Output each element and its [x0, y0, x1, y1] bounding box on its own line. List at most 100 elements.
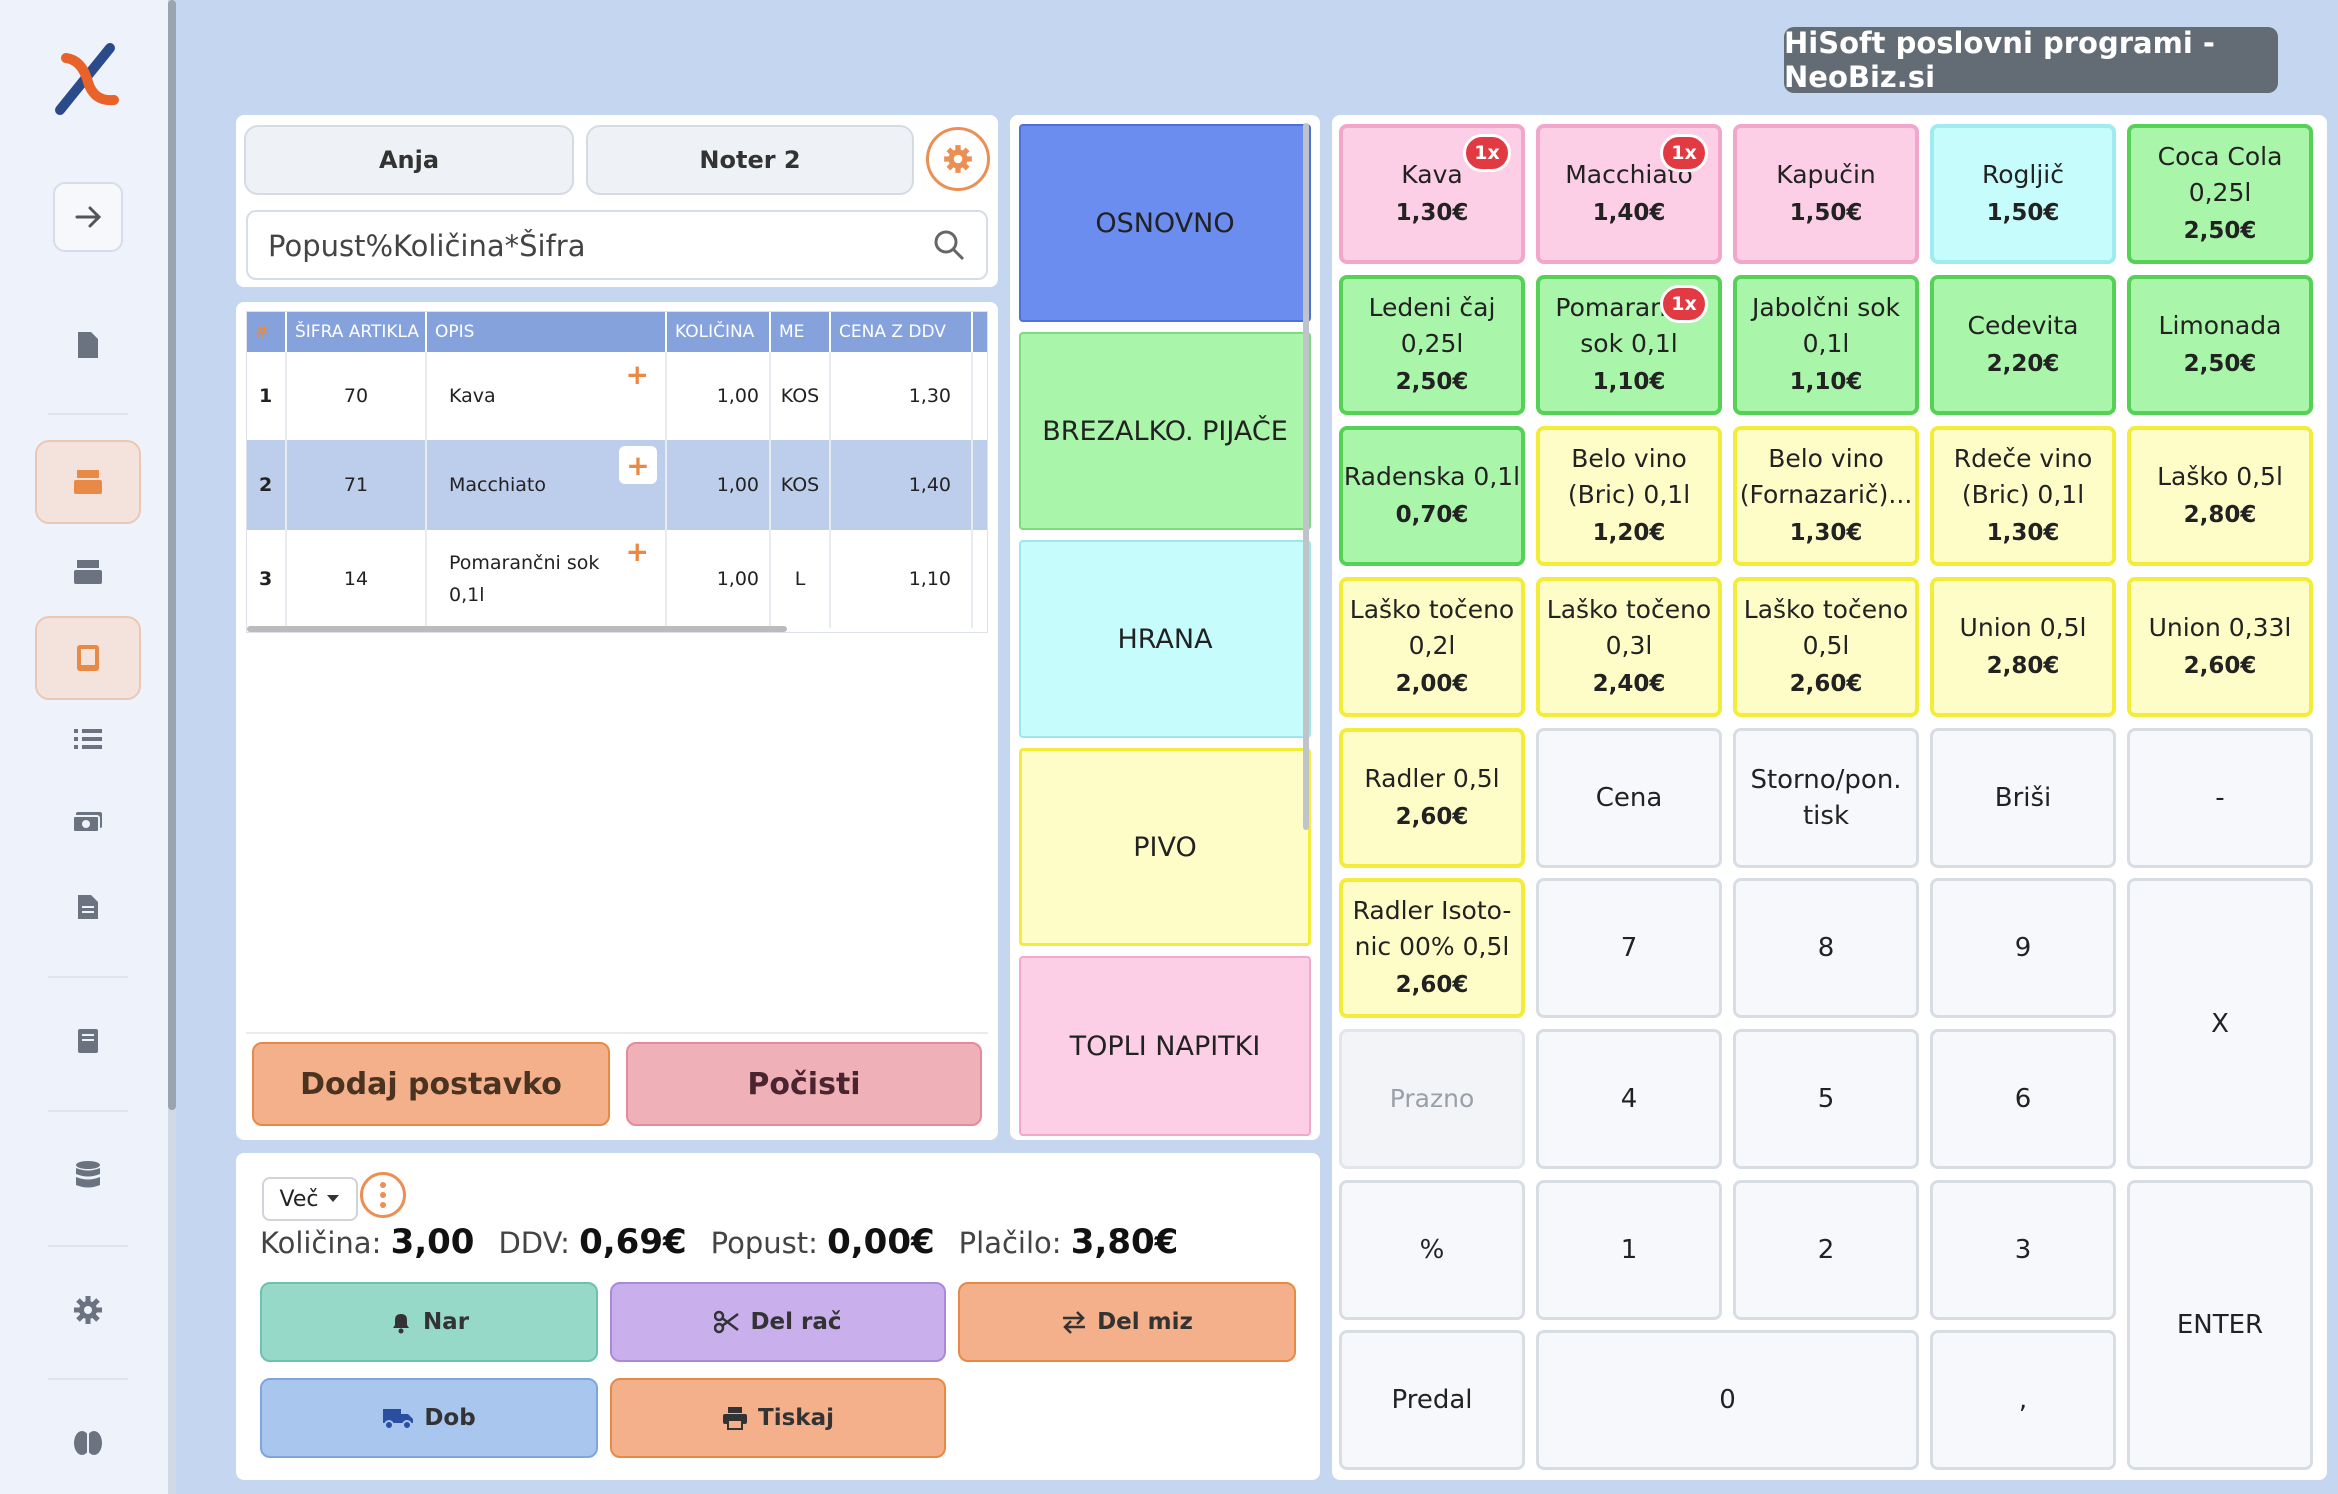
keypad-k4-button[interactable]: 4 [1536, 1029, 1722, 1169]
product-tile[interactable]: Cedevita 2,20€ [1930, 275, 2116, 415]
product-tile[interactable]: Coca Cola 0,25l 2,50€ [2127, 124, 2313, 264]
order-button[interactable]: Nar [260, 1282, 598, 1362]
sidebar-divider [48, 1110, 128, 1112]
keypad-cena-button[interactable]: Cena [1536, 728, 1722, 868]
device-button[interactable]: Noter 2 [586, 125, 914, 195]
keypad-comma-button[interactable]: , [1930, 1330, 2116, 1470]
add-qty-button[interactable]: + [619, 446, 657, 484]
keypad-enter-button[interactable]: ENTER [2127, 1180, 2313, 1470]
more-options-button[interactable] [360, 1172, 406, 1218]
qty-label: Količina: [260, 1226, 382, 1260]
product-tile[interactable]: Rogljič 1,50€ [1930, 124, 2116, 264]
product-tile[interactable]: Laško točeno 0,5l 2,60€ [1733, 577, 1919, 717]
product-tile[interactable]: Kapučin 1,50€ [1733, 124, 1919, 264]
category-topli-napitki[interactable]: TOPLI NAPITKI [1019, 956, 1311, 1136]
print-button[interactable]: Tiskaj [610, 1378, 946, 1458]
product-tile[interactable]: Laško točeno 0,2l 2,00€ [1339, 577, 1525, 717]
qty-value: 3,00 [390, 1222, 475, 1262]
add-qty-button[interactable]: + [625, 535, 649, 568]
product-tile[interactable]: Union 0,33l 2,60€ [2127, 577, 2313, 717]
row-qty: 1,00 [667, 530, 771, 628]
settings-button[interactable] [926, 127, 990, 191]
product-tile[interactable]: Ledeni čaj 0,25l 2,50€ [1339, 275, 1525, 415]
product-tile[interactable]: Radenska 0,1l 0,70€ [1339, 426, 1525, 566]
split-table-button[interactable]: Del miz [958, 1282, 1296, 1362]
product-tile[interactable]: Laško točeno 0,3l 2,40€ [1536, 577, 1722, 717]
table-horizontal-scrollbar[interactable] [247, 626, 787, 632]
keypad-k7-button[interactable]: 7 [1536, 878, 1722, 1018]
row-qty: 1,00 [667, 440, 771, 530]
product-tile[interactable]: Prazno [1339, 1029, 1525, 1169]
split-bill-button[interactable]: Del rač [610, 1282, 946, 1362]
keypad-k0-button[interactable]: 0 [1536, 1330, 1919, 1470]
keypad-minus-button[interactable]: - [2127, 728, 2313, 868]
product-tile[interactable]: Radler Isoto-nic 00% 0,5l 2,60€ [1339, 878, 1525, 1018]
product-tile[interactable]: Jabolčni sok 0,1l 1,10€ [1733, 275, 1919, 415]
keypad-k3-button[interactable]: 3 [1930, 1180, 2116, 1320]
search-input[interactable] [268, 222, 908, 270]
sidebar-item-tablet[interactable] [35, 616, 141, 700]
product-tile[interactable]: Pomarančni sok 0,1l 1,10€ 1x [1536, 275, 1722, 415]
sidebar-scrollbar[interactable] [168, 0, 176, 1110]
keypad-x-button[interactable]: X [2127, 878, 2313, 1169]
product-price: 1,30€ [1986, 520, 2060, 546]
category-scrollbar[interactable] [1303, 123, 1309, 830]
keypad-k5-button[interactable]: 5 [1733, 1029, 1919, 1169]
sidebar-item-documents[interactable] [58, 315, 118, 375]
keypad-storno-button[interactable]: Storno/pon. tisk [1733, 728, 1919, 868]
category-pivo[interactable]: PIVO [1019, 748, 1311, 946]
expand-sidebar-button[interactable] [53, 182, 123, 252]
add-qty-button[interactable]: + [625, 358, 649, 391]
sidebar-item-receipts[interactable] [58, 877, 118, 937]
keypad-k6-button[interactable]: 6 [1930, 1029, 2116, 1169]
sidebar-item-pos[interactable] [58, 542, 118, 602]
sidebar-item-list[interactable] [58, 709, 118, 769]
sidebar-item-cash[interactable] [58, 792, 118, 852]
search-icon[interactable] [932, 228, 966, 262]
sidebar-item-book[interactable] [58, 1012, 118, 1072]
table-row-selected[interactable]: 2 71 Macchiato + 1,00 KOS 1,40 [247, 440, 987, 530]
product-tile[interactable]: Laško 0,5l 2,80€ [2127, 426, 2313, 566]
keypad-k2-button[interactable]: 2 [1733, 1180, 1919, 1320]
product-name: Laško točeno 0,5l [1743, 595, 1909, 660]
product-tile[interactable]: Radler 0,5l 2,60€ [1339, 728, 1525, 868]
keypad-k1-button[interactable]: 1 [1536, 1180, 1722, 1320]
dot-icon [380, 1192, 386, 1198]
sidebar-item-ai[interactable] [58, 1413, 118, 1473]
product-name: Cedevita [1967, 311, 2079, 340]
payment-label: Plačilo: [958, 1226, 1062, 1260]
keypad-k9-button[interactable]: 9 [1930, 878, 2116, 1018]
arrow-right-icon [75, 206, 102, 228]
keypad-pct-button[interactable]: % [1339, 1180, 1525, 1320]
sidebar-item-settings[interactable] [58, 1280, 118, 1340]
delivery-button[interactable]: Dob [260, 1378, 598, 1458]
product-name: Radler 0,5l [1364, 764, 1500, 793]
clear-button[interactable]: Počisti [626, 1042, 982, 1126]
product-tile[interactable]: Limonada 2,50€ [2127, 275, 2313, 415]
product-price: 2,00€ [1395, 671, 1469, 697]
keypad-brisi-button[interactable]: Briši [1930, 728, 2116, 868]
product-price: 1,10€ [1592, 369, 1666, 395]
product-tile[interactable]: Belo vino (Bric) 0,1l 1,20€ [1536, 426, 1722, 566]
add-item-button[interactable]: Dodaj postavko [252, 1042, 610, 1126]
keypad-predal-button[interactable]: Predal [1339, 1330, 1525, 1470]
product-tile[interactable]: Belo vino (Fornazarič)... 1,30€ [1733, 426, 1919, 566]
product-price: 0,70€ [1395, 502, 1469, 528]
product-tile[interactable]: Kava 1,30€ 1x [1339, 124, 1525, 264]
sidebar-item-pos-active[interactable] [35, 440, 141, 524]
product-tile[interactable]: Macchiato 1,40€ 1x [1536, 124, 1722, 264]
product-tile[interactable]: Rdeče vino (Bric) 0,1l 1,30€ [1930, 426, 2116, 566]
product-tile[interactable]: Union 0,5l 2,80€ [1930, 577, 2116, 717]
discount-label: Popust: [710, 1226, 818, 1260]
category-osnovno[interactable]: OSNOVNO [1019, 124, 1311, 322]
cash-register-icon [74, 560, 102, 584]
sidebar-item-database[interactable] [58, 1145, 118, 1205]
category-brezalko[interactable]: BREZALKO. PIJAČE [1019, 332, 1311, 530]
more-dropdown[interactable]: Več [262, 1177, 358, 1221]
search-box [246, 210, 988, 280]
user-button[interactable]: Anja [244, 125, 574, 195]
category-hrana[interactable]: HRANA [1019, 540, 1311, 738]
keypad-k8-button[interactable]: 8 [1733, 878, 1919, 1018]
table-row[interactable]: 3 14 Pomarančni sok 0,1l + 1,00 L 1,10 [247, 530, 987, 628]
table-row[interactable]: 1 70 Kava + 1,00 KOS 1,30 [247, 352, 987, 440]
